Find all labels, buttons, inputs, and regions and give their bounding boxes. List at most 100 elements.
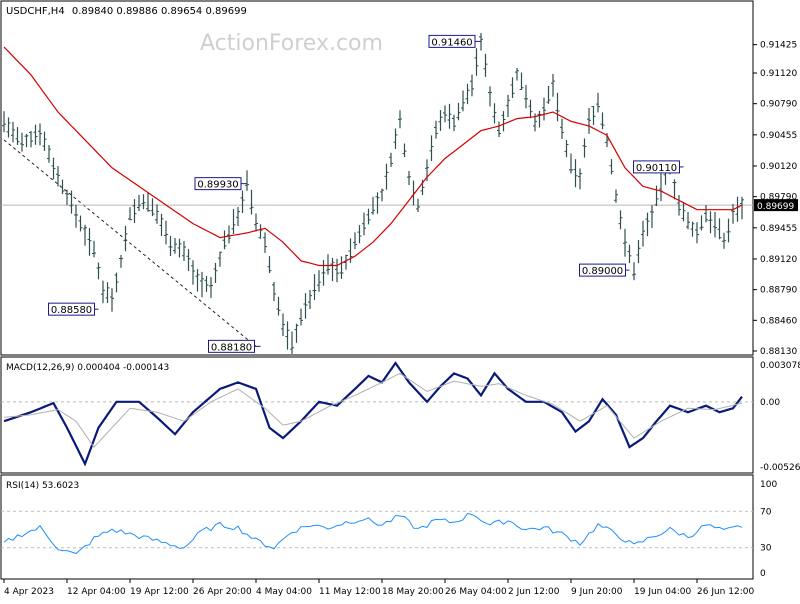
annotation-label: 0.88580	[51, 305, 92, 316]
x-tick-label: 26 Apr 20:00	[193, 587, 252, 597]
ohlc-bar	[443, 105, 447, 123]
macd-signal-line	[3, 372, 743, 448]
macd-y-tick-label: 0.00	[760, 398, 780, 408]
ohlc-bar	[159, 213, 164, 237]
ohlc-bar	[587, 108, 591, 134]
ohlc-bar	[137, 194, 141, 212]
ohlc-bar	[303, 293, 308, 319]
annotation-label: 0.88180	[211, 342, 252, 353]
ohlc-bar	[510, 77, 515, 99]
ohlc-bar	[627, 244, 632, 264]
x-tick-label: 19 Jun 04:00	[634, 587, 691, 597]
ohlc-bar	[191, 260, 195, 285]
ohlc-bar	[38, 123, 42, 146]
axis-layer: 0.91425 0.91120 0.90790 0.90455 0.90120 0.897…	[3, 41, 800, 597]
current-price-label: 0.89699	[757, 202, 794, 212]
ohlc-bar	[632, 262, 636, 281]
rsi-title: RSI(14) 53.6023	[6, 481, 79, 491]
rsi-y-tick-label: 70	[760, 507, 772, 517]
ohlc-bar	[258, 224, 263, 239]
ohlc-bar	[614, 189, 618, 203]
ohlc-bar	[362, 212, 366, 236]
ohlc-bar	[524, 85, 528, 109]
ohlc-bar	[461, 90, 465, 112]
ohlc-bar	[272, 281, 276, 302]
ohlc-bar	[695, 222, 699, 244]
ohlc-bar	[263, 232, 267, 253]
ohlc-bar	[591, 106, 596, 125]
x-tick-label: 26 Jun 12:00	[697, 587, 754, 597]
ohlc-bar	[515, 68, 519, 81]
ohlc-bar	[177, 238, 182, 258]
ohlc-bar	[402, 143, 407, 158]
x-tick-label: 12 Apr 04:00	[67, 587, 126, 597]
ohlc-bar	[708, 211, 713, 234]
ohlc-bar	[528, 99, 533, 119]
ohlc-bar	[357, 225, 362, 244]
price-annotation: 0.91460	[428, 34, 481, 48]
ohlc-bar	[87, 228, 92, 256]
ohlc-bar	[609, 159, 614, 175]
ohlc-bar	[74, 204, 78, 228]
y-tick-label: 0.90790	[760, 100, 797, 110]
ohlc-bar	[56, 165, 60, 187]
y-tick-label: 0.89120	[760, 255, 797, 265]
ohlc-bar	[78, 215, 83, 232]
ohlc-bar	[209, 277, 213, 298]
ohlc-bar	[353, 232, 357, 250]
ohlc-bar	[299, 308, 303, 326]
ohlc-bar	[6, 117, 11, 138]
x-tick-label: 4 May 04:00	[256, 587, 312, 597]
macd-title: MACD(12,26,9) 0.000404 -0.000143	[6, 363, 169, 373]
price-layer: 0.88580 0.89930 0.88180 0.91460 0.90110 0.890…	[1, 33, 753, 354]
macd-panel	[0, 356, 754, 474]
ohlc-bar	[267, 256, 272, 274]
ohlc-bar	[564, 140, 569, 158]
ohlc-bar	[150, 198, 155, 217]
ohlc-bar	[470, 74, 474, 97]
ohlc-bar	[380, 188, 384, 202]
annotation-box	[633, 160, 680, 174]
ohlc-bar	[618, 210, 623, 230]
ohlc-bar	[321, 259, 326, 286]
ohlc-bar	[389, 152, 393, 167]
price-annotation: 0.90110	[633, 160, 684, 174]
ohlc-bar	[690, 221, 695, 237]
ohlc-bar	[60, 179, 65, 195]
ohlc-bar	[650, 205, 654, 229]
ohlc-bar	[83, 224, 87, 246]
ohlc-bar	[416, 198, 420, 212]
ohlc-bar	[240, 190, 245, 213]
ohlc-bar	[2, 111, 6, 133]
ohlc-bar	[294, 323, 299, 343]
rsi-layer	[1, 510, 753, 555]
ohlc-bar	[281, 313, 285, 337]
ohlc-bar	[542, 97, 546, 121]
ohlc-bar	[65, 189, 69, 206]
ohlc-bar	[105, 282, 110, 304]
ohlc-bar	[254, 213, 258, 232]
ohlc-bar	[96, 262, 101, 280]
ohlc-bar	[312, 274, 317, 300]
ohlc-bar	[29, 130, 33, 148]
ohlc-bar	[569, 153, 573, 174]
annotation-box	[579, 263, 626, 277]
current-price-box	[754, 199, 798, 212]
macd-y-tick-label: 0.003078	[760, 361, 800, 371]
ohlc-bar	[227, 225, 231, 244]
ohlc-bar	[560, 118, 564, 139]
ohlc-bar	[317, 270, 321, 292]
ohlc-bar	[717, 218, 722, 240]
ohlc-bar	[47, 145, 51, 163]
x-tick-label: 2 Jun 12:00	[508, 587, 560, 597]
ohlc-bar	[186, 249, 191, 272]
ohlc-bar	[69, 190, 74, 214]
ohlc-bar	[740, 196, 744, 220]
price-annotation: 0.88580	[48, 302, 99, 316]
ohlc-bar	[42, 131, 47, 151]
ohlc-bar	[101, 280, 105, 304]
ohlc-bar	[641, 220, 645, 247]
ohlc-bar	[182, 241, 186, 262]
